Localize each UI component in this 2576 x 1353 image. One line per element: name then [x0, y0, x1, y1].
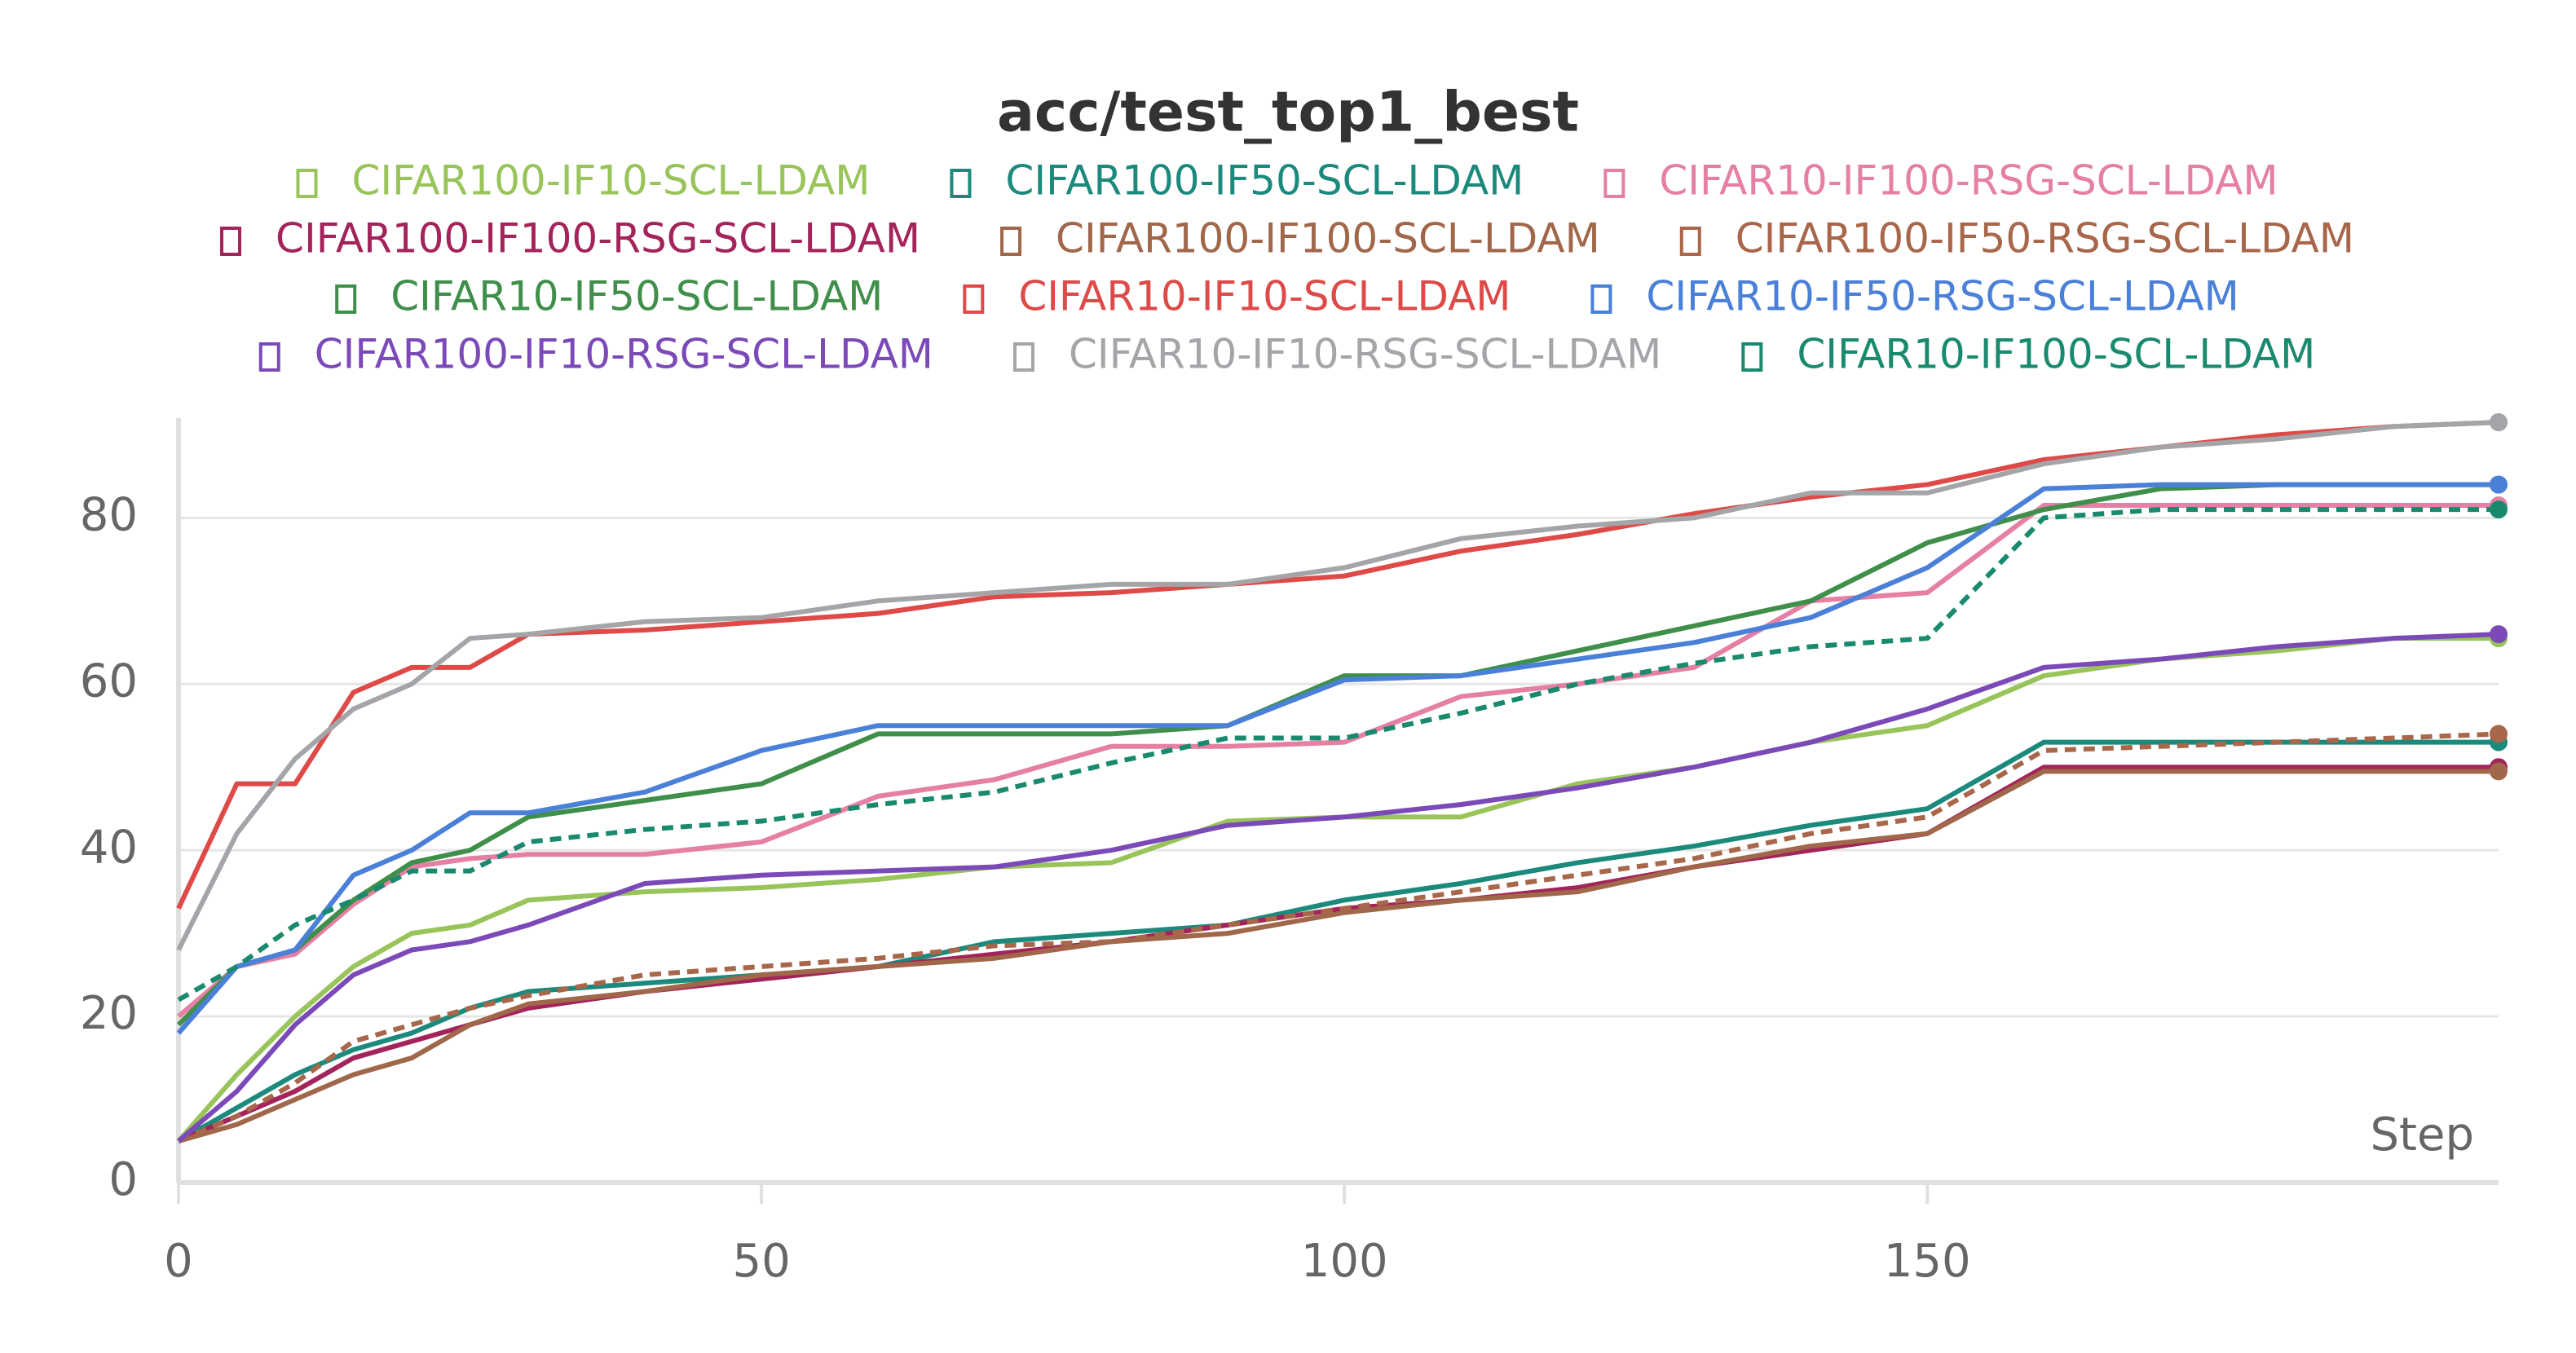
end-dot: [2490, 475, 2508, 494]
legend-marker: [296, 169, 318, 198]
series-line: [178, 769, 2499, 1144]
legend-label: CIFAR100-IF10-SCL-LDAM: [351, 157, 870, 205]
x-axis-label: Step: [2370, 1108, 2474, 1161]
end-dot: [2490, 500, 2508, 519]
series-line: [176, 482, 2499, 1027]
legend-row: CIFAR100-IF10-RSG-SCL-LDAM CIFAR10-IF10-R…: [258, 331, 2315, 378]
chart-title: acc/test_top1_best: [997, 81, 1579, 145]
legend-label: CIFAR100-IF10-RSG-SCL-LDAM: [315, 331, 933, 378]
legend-row: CIFAR10-IF50-SCL-LDAM CIFAR10-IF10-SCL-LD…: [335, 273, 2239, 320]
legend-label: CIFAR100-IF50-RSG-SCL-LDAM: [1736, 215, 2354, 262]
legend-label: CIFAR10-IF100-RSG-SCL-LDAM: [1659, 157, 2278, 205]
series-line: [176, 420, 2499, 951]
legend-label: CIFAR10-IF50-RSG-SCL-LDAM: [1646, 273, 2239, 320]
y-tick-label: 60: [80, 654, 138, 707]
legend-label: CIFAR10-IF10-RSG-SCL-LDAM: [1069, 331, 1661, 378]
legend-label: CIFAR100-IF100-SCL-LDAM: [1056, 215, 1600, 262]
end-dot: [2490, 725, 2508, 743]
y-tick-label: 0: [108, 1153, 138, 1206]
y-tick-label: 40: [80, 821, 138, 874]
legend-marker: [1741, 342, 1763, 372]
legend-marker: [1679, 227, 1701, 256]
y-tick-label: 80: [80, 488, 138, 541]
legend-marker: [1603, 169, 1625, 198]
legend-label: CIFAR10-IF100-SCL-LDAM: [1797, 331, 2315, 378]
series-line: [177, 739, 2499, 1144]
series-line: [177, 503, 2499, 1019]
legend-marker: [335, 284, 357, 314]
y-tick-label: 20: [80, 987, 138, 1040]
series-line: [177, 765, 2499, 1144]
end-dot: [2490, 413, 2508, 432]
legend-marker: [220, 227, 242, 256]
legend-marker: [1012, 342, 1034, 372]
legend-row: CIFAR100-IF10-SCL-LDAM CIFAR100-IF50-SCL-…: [296, 157, 2278, 205]
end-dot: [2490, 762, 2508, 781]
x-tick-label: 50: [732, 1235, 790, 1288]
x-tick-label: 100: [1301, 1235, 1388, 1288]
series-line: [176, 482, 2499, 1035]
legend-marker: [950, 169, 972, 198]
legend-marker: [1000, 227, 1022, 256]
series-line: [177, 731, 2499, 1144]
legend-marker: [1590, 284, 1612, 314]
legend-marker: [258, 342, 280, 372]
end-dot: [2490, 625, 2508, 644]
series-line: [176, 636, 2499, 1143]
series-line: [177, 632, 2499, 1144]
x-tick-label: 0: [164, 1235, 193, 1288]
series-line: [177, 507, 2499, 1003]
series-line: [176, 420, 2499, 910]
legend-label: CIFAR100-IF50-SCL-LDAM: [1005, 157, 1524, 205]
legend-row: CIFAR100-IF100-RSG-SCL-LDAM CIFAR100-IF10…: [220, 215, 2354, 262]
x-tick-label: 150: [1884, 1235, 1971, 1288]
legend-label: CIFAR10-IF50-SCL-LDAM: [390, 273, 883, 320]
legend-label: CIFAR100-IF100-RSG-SCL-LDAM: [276, 215, 920, 262]
legend-label: CIFAR10-IF10-SCL-LDAM: [1018, 273, 1511, 320]
legend-marker: [963, 284, 985, 314]
